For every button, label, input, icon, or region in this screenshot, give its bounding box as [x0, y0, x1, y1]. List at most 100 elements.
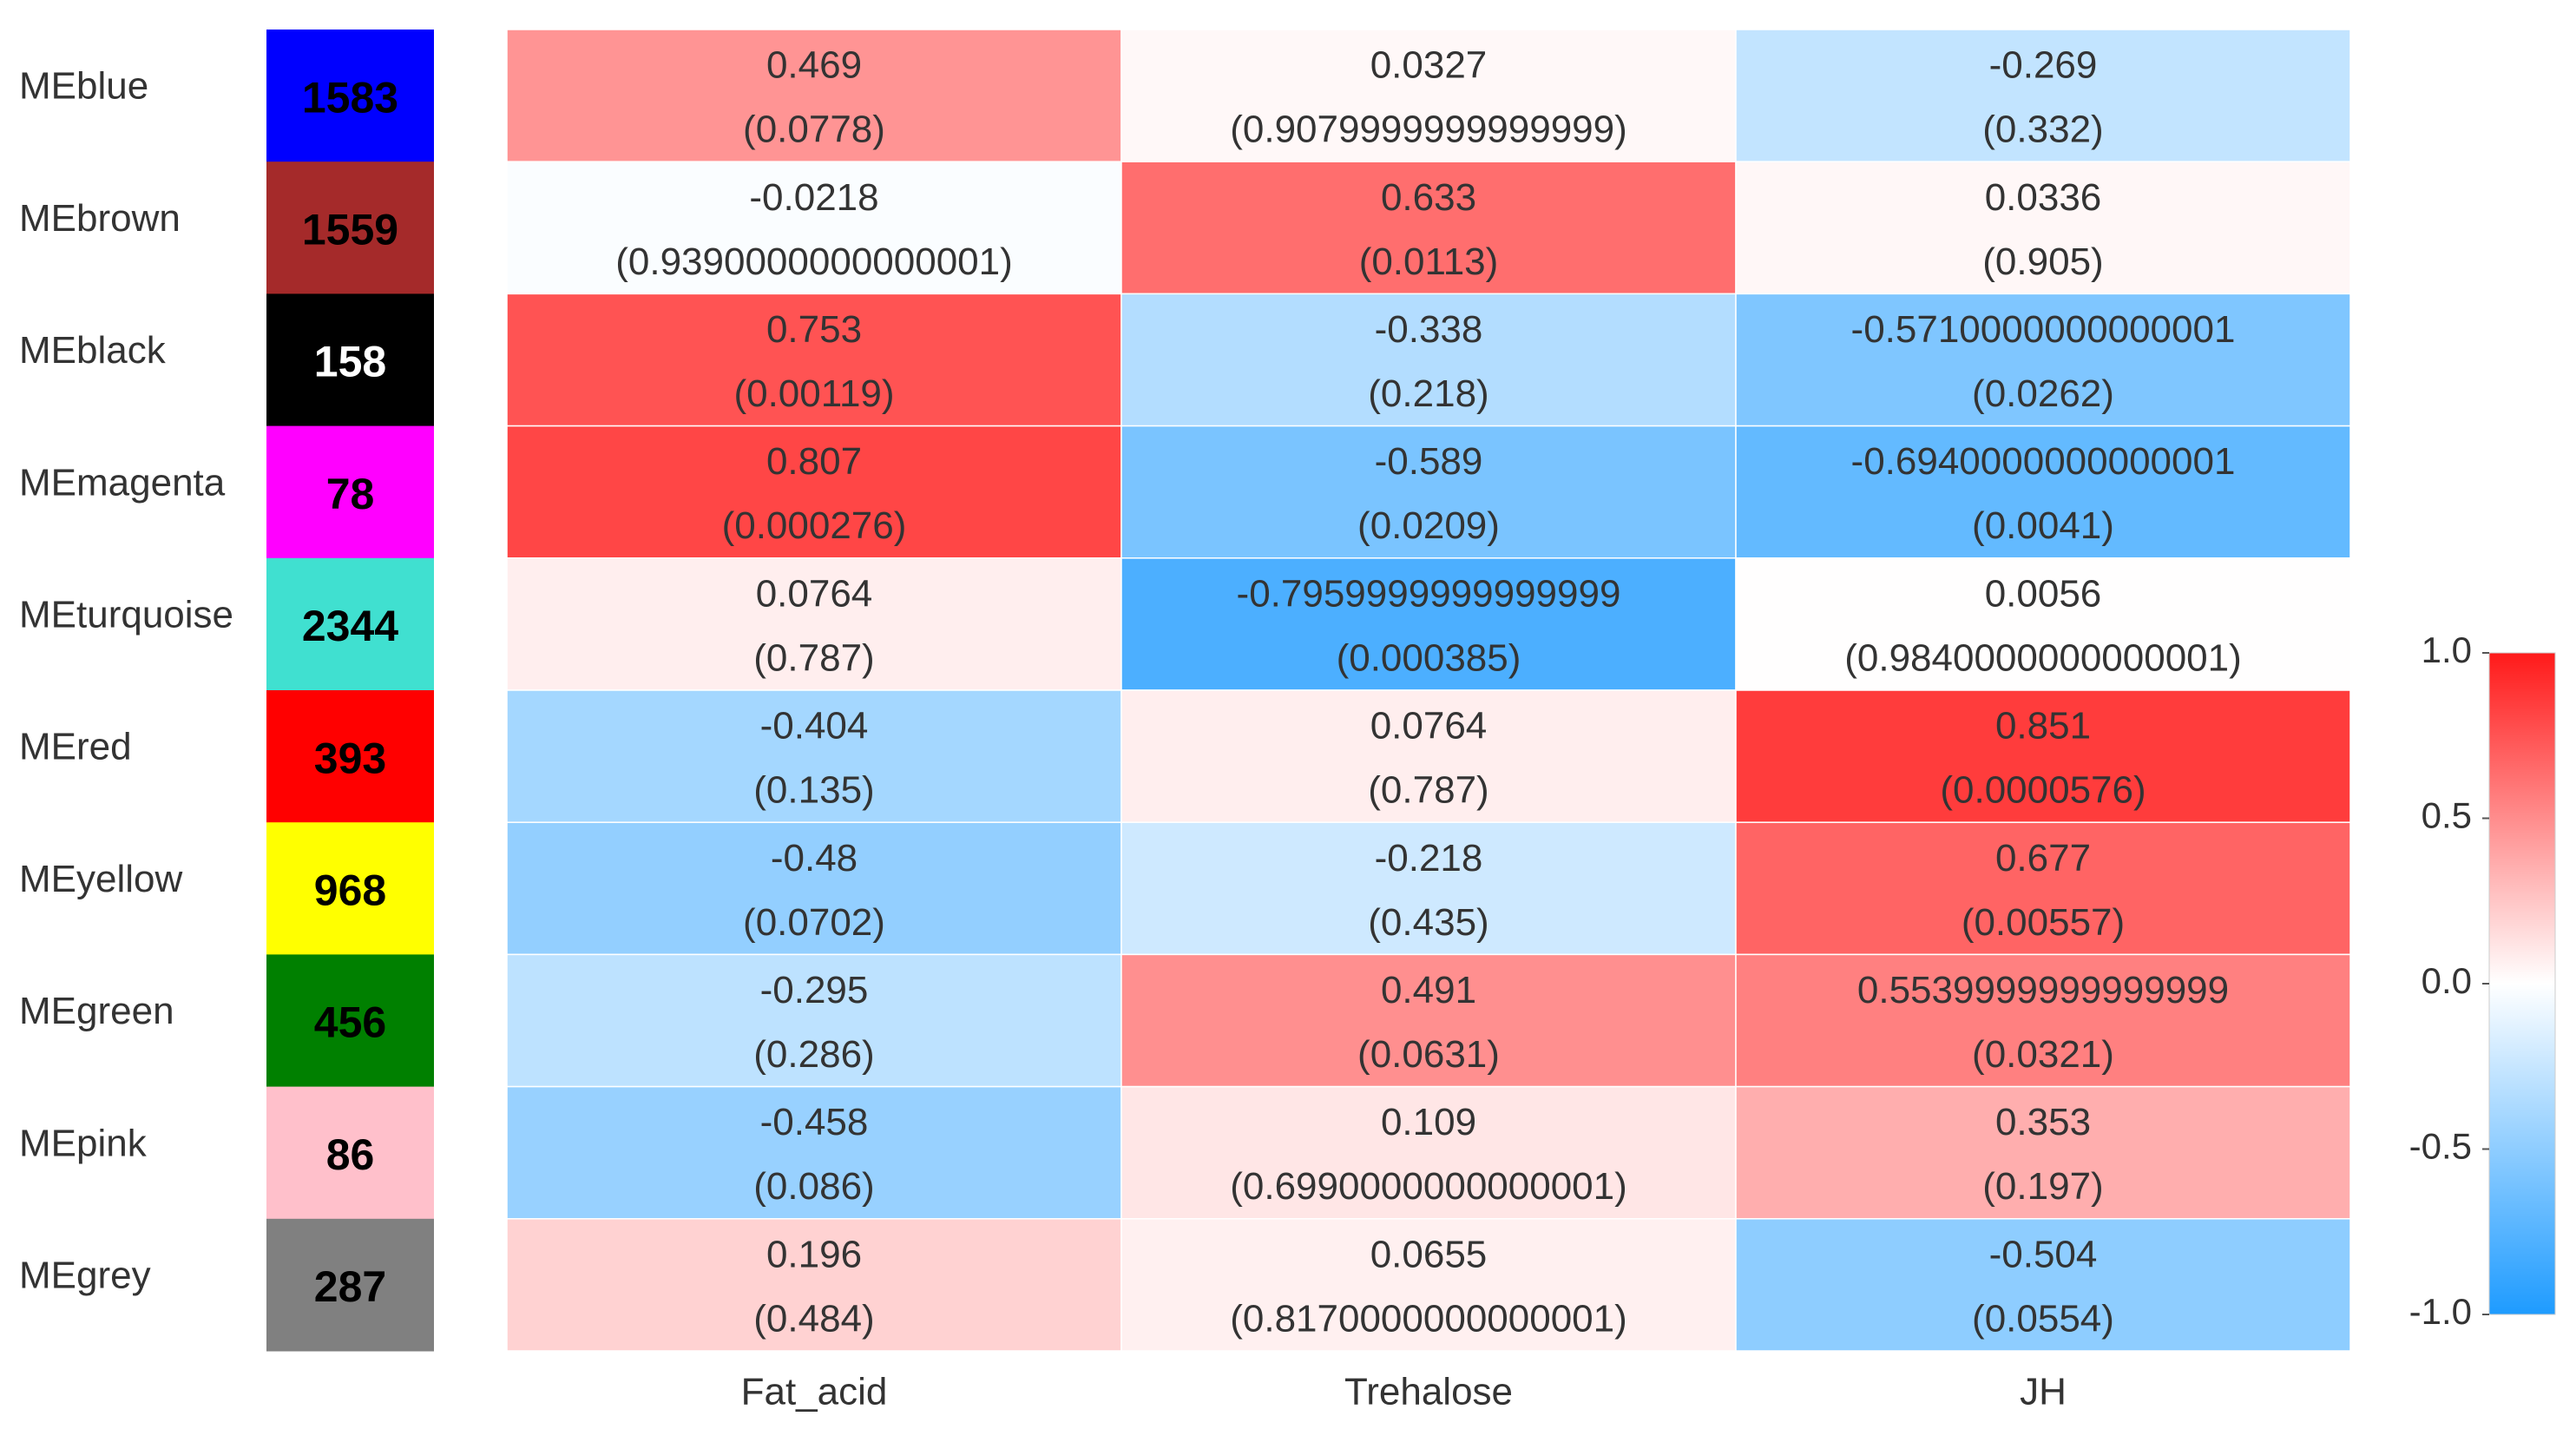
- cell-value-megrey-jh: -0.504: [1989, 1233, 2098, 1275]
- cell-value-meturquoise-trehalose: -0.7959999999999999: [1237, 572, 1621, 615]
- module-count-megreen: 456: [314, 998, 386, 1047]
- module-count-meblue: 1583: [302, 73, 398, 122]
- cell-pvalue-mered-jh: (0.0000576): [1940, 769, 2146, 812]
- module-count-mepink: 86: [326, 1130, 375, 1179]
- row-label-meturquoise: MEturquoise: [19, 594, 233, 636]
- cell-value-mebrown-fat-acid: -0.0218: [749, 176, 878, 219]
- column-label-fat-acid: Fat_acid: [741, 1371, 888, 1413]
- cell-pvalue-memagenta-trehalose: (0.0209): [1357, 504, 1500, 547]
- cell-pvalue-megreen-fat-acid: (0.286): [753, 1033, 874, 1076]
- cell-pvalue-mepink-trehalose: (0.6990000000000001): [1230, 1165, 1627, 1208]
- column-label-jh: JH: [2020, 1371, 2067, 1413]
- module-count-mered: 393: [314, 734, 386, 782]
- colorbar-tick-label: -1.0: [2409, 1291, 2472, 1332]
- cell-pvalue-mered-fat-acid: (0.135): [753, 769, 874, 812]
- cell-meyellow-fat-acid: [506, 821, 1122, 956]
- cell-memagenta-trehalose: [1120, 425, 1737, 559]
- module-count-megrey: 287: [314, 1262, 386, 1311]
- column-label-trehalose: Trehalose: [1344, 1371, 1513, 1413]
- cell-meblue-fat-acid: [506, 29, 1122, 162]
- module-count-meyellow: 968: [314, 866, 386, 915]
- cell-megrey-trehalose: [1120, 1218, 1737, 1352]
- cell-value-memagenta-trehalose: -0.589: [1375, 440, 1483, 483]
- module-swatch-meblack: [266, 293, 434, 427]
- module-swatch-megrey: [266, 1218, 434, 1352]
- cell-value-megreen-fat-acid: -0.295: [760, 969, 869, 1011]
- cell-value-megrey-trehalose: 0.0655: [1370, 1233, 1488, 1275]
- cell-memagenta-jh: [1735, 425, 2351, 559]
- cell-value-memagenta-fat-acid: 0.807: [766, 440, 862, 483]
- cell-pvalue-meblack-jh: (0.0262): [1972, 372, 2114, 415]
- cell-meblack-jh: [1735, 293, 2351, 427]
- cell-megrey-jh: [1735, 1218, 2351, 1352]
- cell-value-meturquoise-fat-acid: 0.0764: [756, 572, 873, 615]
- cell-value-megrey-fat-acid: 0.196: [766, 1233, 862, 1275]
- cell-meturquoise-trehalose: [1120, 557, 1737, 691]
- cell-pvalue-memagenta-fat-acid: (0.000276): [722, 504, 907, 547]
- cell-pvalue-megreen-jh: (0.0321): [1972, 1033, 2114, 1076]
- cell-value-mepink-fat-acid: -0.458: [760, 1101, 869, 1143]
- module-swatch-megreen: [266, 954, 434, 1088]
- cell-value-meblue-trehalose: 0.0327: [1370, 44, 1488, 87]
- colorbar-tick-label: 0.0: [2422, 960, 2472, 1001]
- cell-mepink-trehalose: [1120, 1085, 1737, 1220]
- cell-pvalue-mepink-jh: (0.197): [1982, 1165, 2103, 1208]
- cell-pvalue-megreen-trehalose: (0.0631): [1357, 1033, 1500, 1076]
- cell-mered-jh: [1735, 689, 2351, 823]
- row-label-megreen: MEgreen: [19, 990, 174, 1032]
- cell-pvalue-mepink-fat-acid: (0.086): [753, 1165, 874, 1208]
- module-count-memagenta: 78: [326, 470, 375, 518]
- cell-value-memagenta-jh: -0.6940000000000001: [1851, 440, 2236, 483]
- module-swatch-memagenta: [266, 425, 434, 559]
- cell-pvalue-megrey-trehalose: (0.8170000000000001): [1230, 1297, 1627, 1340]
- module-count-meblack: 158: [314, 338, 386, 386]
- colorbar: 1.0 0.5 0.0 -0.5 -1.0: [2409, 629, 2556, 1332]
- cell-value-mepink-trehalose: 0.109: [1381, 1101, 1476, 1143]
- cell-pvalue-meturquoise-trehalose: (0.000385): [1337, 636, 1521, 679]
- cell-meblue-jh: [1735, 29, 2351, 162]
- cell-pvalue-meblue-fat-acid: (0.0778): [743, 109, 885, 151]
- cell-pvalue-meblack-fat-acid: (0.00119): [733, 372, 894, 415]
- cell-pvalue-megrey-jh: (0.0554): [1972, 1297, 2114, 1340]
- cell-value-meyellow-trehalose: -0.218: [1375, 837, 1483, 879]
- module-swatch-meblue: [266, 30, 434, 162]
- cell-value-mepink-jh: 0.353: [1995, 1101, 2091, 1143]
- cell-mepink-fat-acid: [506, 1085, 1122, 1220]
- cell-mepink-jh: [1735, 1085, 2351, 1220]
- cell-value-meblack-fat-acid: 0.753: [766, 308, 862, 351]
- cell-pvalue-meturquoise-fat-acid: (0.787): [753, 636, 874, 679]
- row-label-meblue: MEblue: [19, 65, 148, 108]
- row-label-meyellow: MEyellow: [19, 858, 182, 900]
- cell-value-mebrown-jh: 0.0336: [1985, 176, 2102, 219]
- module-count-mebrown: 1559: [302, 206, 398, 254]
- cell-megreen-fat-acid: [506, 953, 1122, 1088]
- cell-pvalue-meblue-jh: (0.332): [1982, 109, 2103, 151]
- cell-pvalue-meyellow-jh: (0.00557): [1962, 901, 2125, 944]
- row-label-mebrown: MEbrown: [19, 197, 181, 240]
- colorbar-tick-label: -0.5: [2409, 1126, 2472, 1167]
- cell-mered-fat-acid: [506, 689, 1122, 823]
- row-label-meblack: MEblack: [19, 329, 167, 372]
- cell-value-meblue-fat-acid: 0.469: [766, 44, 862, 87]
- cell-meyellow-jh: [1735, 821, 2351, 956]
- column-labels: Fat_acid Trehalose JH: [741, 1371, 2067, 1413]
- cell-value-meyellow-jh: 0.677: [1995, 837, 2091, 879]
- cell-megreen-trehalose: [1120, 953, 1737, 1088]
- row-label-mered: MEred: [19, 726, 132, 768]
- cell-value-mered-fat-acid: -0.404: [760, 705, 869, 748]
- cell-mered-trehalose: [1120, 689, 1737, 823]
- cell-mebrown-jh: [1735, 161, 2351, 295]
- cell-pvalue-mebrown-fat-acid: (0.9390000000000001): [615, 240, 1013, 283]
- row-label-memagenta: MEmagenta: [19, 461, 226, 504]
- module-color-column: 1583 1559 158 78 2344 393 968 456 86 287: [266, 30, 434, 1352]
- cell-meblack-trehalose: [1120, 293, 1737, 427]
- module-swatch-meturquoise: [266, 557, 434, 691]
- cell-pvalue-mered-trehalose: (0.787): [1368, 769, 1488, 812]
- cell-meturquoise-fat-acid: [506, 557, 1122, 691]
- cell-value-mered-trehalose: 0.0764: [1370, 705, 1488, 748]
- row-label-megrey: MEgrey: [19, 1255, 151, 1297]
- cell-megrey-fat-acid: [506, 1218, 1122, 1352]
- cell-meyellow-trehalose: [1120, 821, 1737, 956]
- colorbar-gradient: [2488, 652, 2556, 1315]
